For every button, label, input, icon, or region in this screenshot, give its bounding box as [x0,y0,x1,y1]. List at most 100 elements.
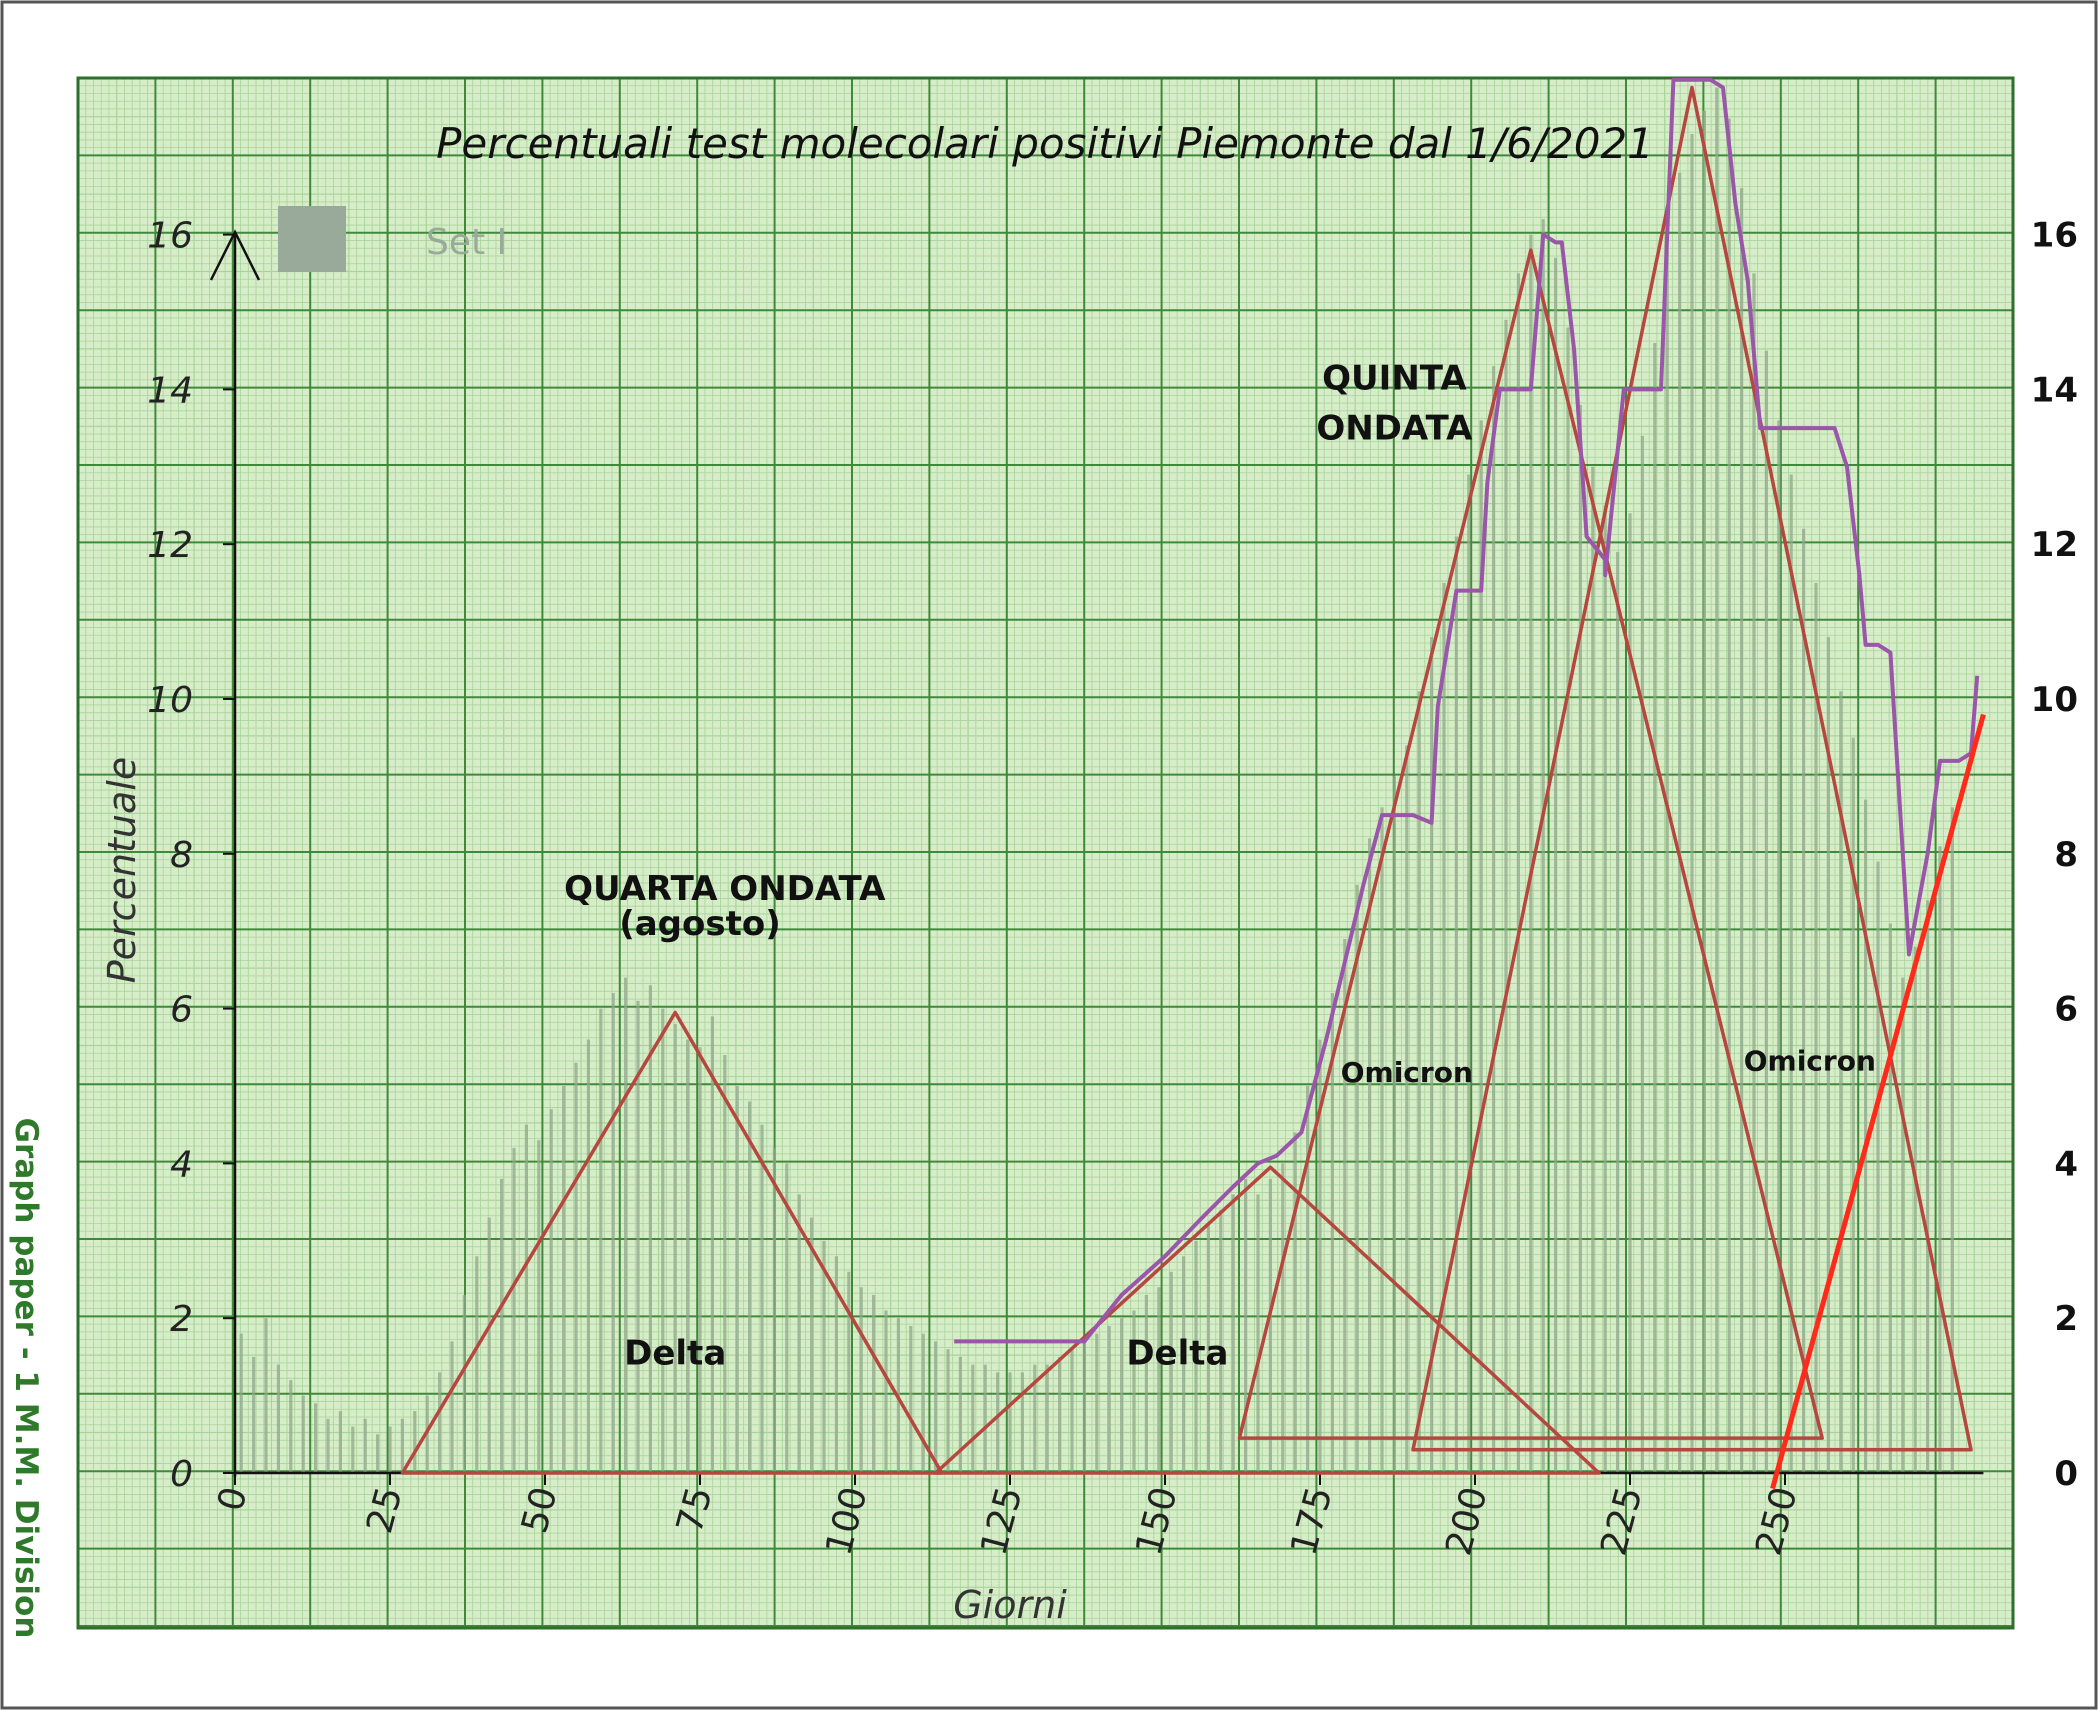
bar [1318,1039,1322,1473]
bar [1727,118,1731,1473]
y-tick-label: 4 [170,1144,193,1185]
bar [599,1008,603,1473]
right-y-tick-label: 2 [2054,1299,2078,1339]
side-caption: Graph paper - 1 M.M. Division [8,1118,44,1639]
bar [1442,582,1446,1473]
bar [1107,1325,1111,1473]
bar [611,993,615,1473]
bar [1194,1240,1198,1473]
bar [1169,1271,1173,1473]
y-tick-label: 10 [147,680,193,721]
bar [1640,435,1644,1474]
bar [686,1039,690,1473]
bar [500,1178,504,1473]
bar [1033,1364,1037,1473]
bar [314,1403,318,1473]
bar [276,1364,280,1473]
chart-title: Percentuali test molecolari positivi Pie… [436,119,1654,168]
bar [1368,838,1372,1473]
bar [834,1256,838,1473]
right-y-tick-label: 10 [2031,680,2078,720]
bar [1740,188,1744,1473]
bar [1293,1132,1297,1473]
wave-triangle [1411,85,1973,1452]
bar [1839,691,1843,1473]
right-y-tick-label: 6 [2054,990,2078,1030]
bar [1665,250,1669,1474]
bar [1864,799,1868,1473]
bar [1268,1178,1272,1473]
bar [636,1000,640,1473]
right-y-tick-label: 14 [2031,370,2078,410]
bar [1764,350,1768,1474]
bar [1244,1178,1248,1473]
y-axis-arrow [209,229,261,281]
bar [487,1217,491,1473]
annotation: Delta [1126,1334,1228,1374]
y-tick-label: 14 [147,370,193,411]
bar [1020,1372,1024,1473]
bar [996,1372,1000,1473]
bar [760,1124,764,1473]
bar [1392,776,1396,1473]
bar [921,1333,925,1473]
bar [1913,946,1917,1473]
bar [909,1325,913,1473]
bar [698,1047,702,1473]
bar [1851,737,1855,1473]
bar [537,1140,541,1473]
bar [1715,87,1719,1473]
right-y-tick-label: 4 [2054,1144,2078,1184]
annotation: Delta [624,1334,726,1374]
bar [971,1364,975,1473]
bar [648,985,652,1473]
right-y-tick-label: 8 [2054,835,2078,875]
bar [624,977,628,1473]
right-y-tick-label: 16 [2031,216,2078,256]
bar [1045,1364,1049,1473]
bar [785,1163,789,1473]
bar [723,1055,727,1473]
bars-layer [239,87,1954,1474]
y-tick-label: 0 [170,1454,193,1495]
bar [1826,637,1830,1473]
bar [1206,1225,1210,1473]
annotations-layer: QUARTA ONDATA(agosto) QUINTA ONDATA Delta De… [564,358,1876,1373]
y-tick-labels: 0 2 4 6 8 10 12 14 16 [147,216,193,1495]
legend-label: Set I [426,222,507,263]
bar [1901,977,1905,1473]
annotation: (agosto) [619,904,781,944]
y-tick-label: 8 [170,835,193,876]
y-axis-label: Percentuale [100,757,144,983]
bar [1504,319,1508,1473]
bar [1070,1349,1074,1473]
bar [1479,420,1483,1473]
bar [810,1217,814,1473]
bar [376,1434,380,1473]
bar [413,1411,417,1473]
y-tick-label: 16 [147,216,193,257]
bar [797,1194,801,1473]
bar [1330,993,1334,1473]
bar [301,1395,305,1473]
bar [748,1101,752,1473]
bar [1231,1194,1235,1473]
bar [1777,420,1781,1473]
bar [1219,1209,1223,1473]
bar [884,1310,888,1473]
annotation: ONDATA [1316,409,1473,449]
bar [1157,1287,1161,1473]
bar [1926,900,1930,1473]
bar [983,1364,987,1473]
bar [1281,1163,1285,1473]
bar [586,1039,590,1473]
annotation: QUINTA [1322,358,1467,398]
bar [1938,846,1942,1473]
bar [1591,466,1595,1473]
fit-line [1770,713,1986,1490]
right-y-tick-label: 0 [2054,1454,2078,1494]
annotation: QUARTA ONDATA [564,869,886,909]
bar [1802,528,1806,1473]
bar [1678,172,1682,1474]
